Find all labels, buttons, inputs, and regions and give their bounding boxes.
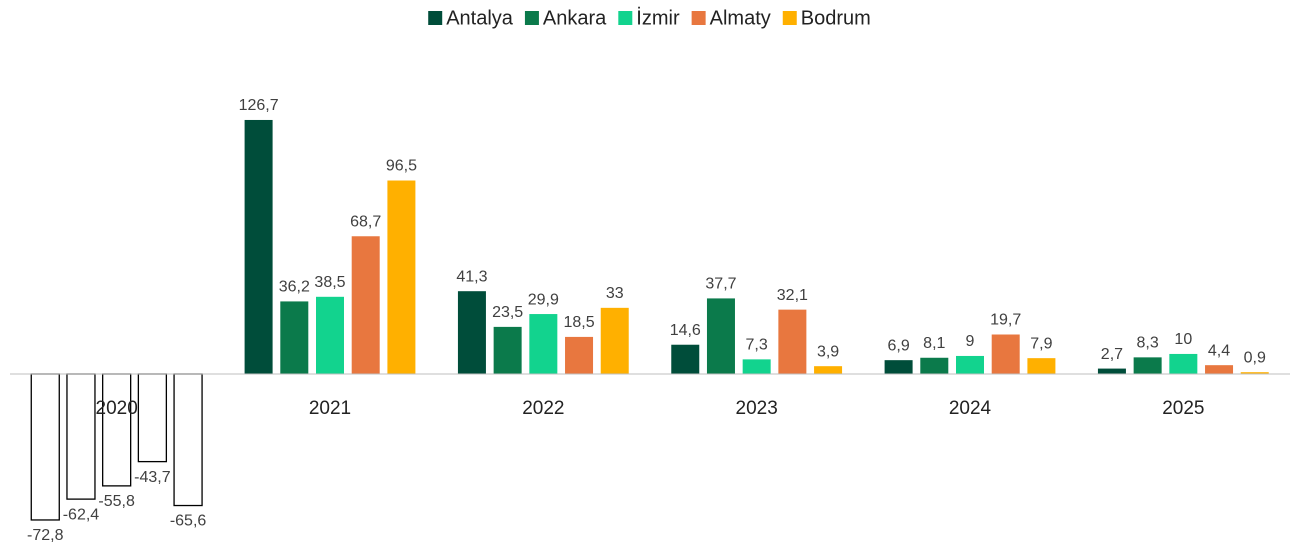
- data-label: 36,2: [279, 279, 310, 296]
- data-label: -65,6: [170, 513, 207, 530]
- bar: [671, 344, 700, 374]
- data-label: 10: [1174, 331, 1192, 348]
- data-label: 2,7: [1101, 346, 1123, 363]
- data-label: 4,4: [1208, 342, 1230, 359]
- legend-swatch: [618, 11, 633, 25]
- bar: [956, 355, 984, 374]
- bar: [1240, 372, 1269, 374]
- data-label: 14,6: [670, 322, 701, 339]
- bar: [66, 373, 96, 500]
- data-label: 3,9: [817, 343, 839, 360]
- data-label: 19,7: [990, 312, 1021, 329]
- data-label: 7,9: [1030, 335, 1052, 352]
- legend-label: Bodrum: [801, 7, 871, 29]
- data-label: 0,9: [1244, 349, 1266, 366]
- x-tick-label: 2020: [96, 398, 138, 419]
- legend-swatch: [691, 11, 706, 25]
- bar: [1097, 368, 1126, 374]
- legend: Antalya Ankara İzmir Almaty Bodrum: [428, 6, 871, 29]
- legend-swatch: [428, 11, 443, 25]
- legend-swatch: [524, 11, 539, 25]
- data-label: 68,7: [350, 213, 381, 230]
- data-label: 33: [606, 285, 624, 302]
- x-tick-label: 2022: [522, 398, 564, 419]
- data-label: -62,4: [63, 506, 100, 523]
- data-label: -72,8: [27, 527, 64, 544]
- bar: [173, 373, 203, 507]
- bar: [1205, 365, 1234, 374]
- data-label: 38,5: [314, 274, 345, 291]
- data-label: -43,7: [134, 469, 171, 486]
- legend-swatch: [782, 11, 797, 25]
- bar: [387, 180, 416, 374]
- bar: [137, 373, 168, 463]
- data-label: 8,3: [1137, 335, 1159, 352]
- data-label: 29,9: [528, 291, 559, 308]
- bar: [351, 236, 380, 374]
- bar: [102, 373, 132, 487]
- data-label: 126,7: [239, 97, 279, 114]
- data-label: 96,5: [386, 158, 417, 175]
- bar: [884, 360, 913, 374]
- data-label: 6,9: [887, 337, 909, 354]
- bar: [742, 359, 771, 374]
- data-label: 9: [966, 333, 975, 350]
- legend-label: İzmir: [636, 6, 680, 29]
- x-tick-label: 2023: [736, 398, 778, 419]
- data-label: 41,3: [456, 268, 487, 285]
- bar: [493, 326, 522, 374]
- x-tick-label: 2025: [1162, 398, 1204, 419]
- bar: [778, 309, 807, 374]
- bar: [920, 357, 949, 374]
- legend-label: Almaty: [710, 7, 771, 29]
- bar: [565, 336, 594, 374]
- bar: [457, 291, 486, 374]
- bar: [1027, 358, 1056, 374]
- legend-label: Ankara: [543, 7, 607, 29]
- bar: [316, 296, 344, 374]
- bar: [991, 334, 1020, 374]
- legend-label: Antalya: [446, 7, 514, 29]
- bar: [600, 307, 629, 374]
- data-label: -55,8: [98, 493, 135, 510]
- bar: [244, 119, 273, 375]
- bar: [1133, 357, 1162, 374]
- data-label: 8,1: [923, 335, 945, 352]
- x-tick-label: 2024: [949, 398, 992, 419]
- data-label: 7,3: [746, 337, 768, 354]
- data-label: 32,1: [777, 287, 808, 304]
- bar: [280, 301, 309, 374]
- bar: [1169, 353, 1198, 374]
- data-label: 23,5: [492, 304, 523, 321]
- bar: [706, 298, 735, 374]
- x-tick-label: 2021: [309, 398, 351, 419]
- bar: [529, 314, 558, 374]
- bar: [30, 373, 60, 521]
- data-label: 37,7: [705, 276, 736, 293]
- data-label: 18,5: [563, 314, 594, 331]
- bar: [814, 366, 843, 374]
